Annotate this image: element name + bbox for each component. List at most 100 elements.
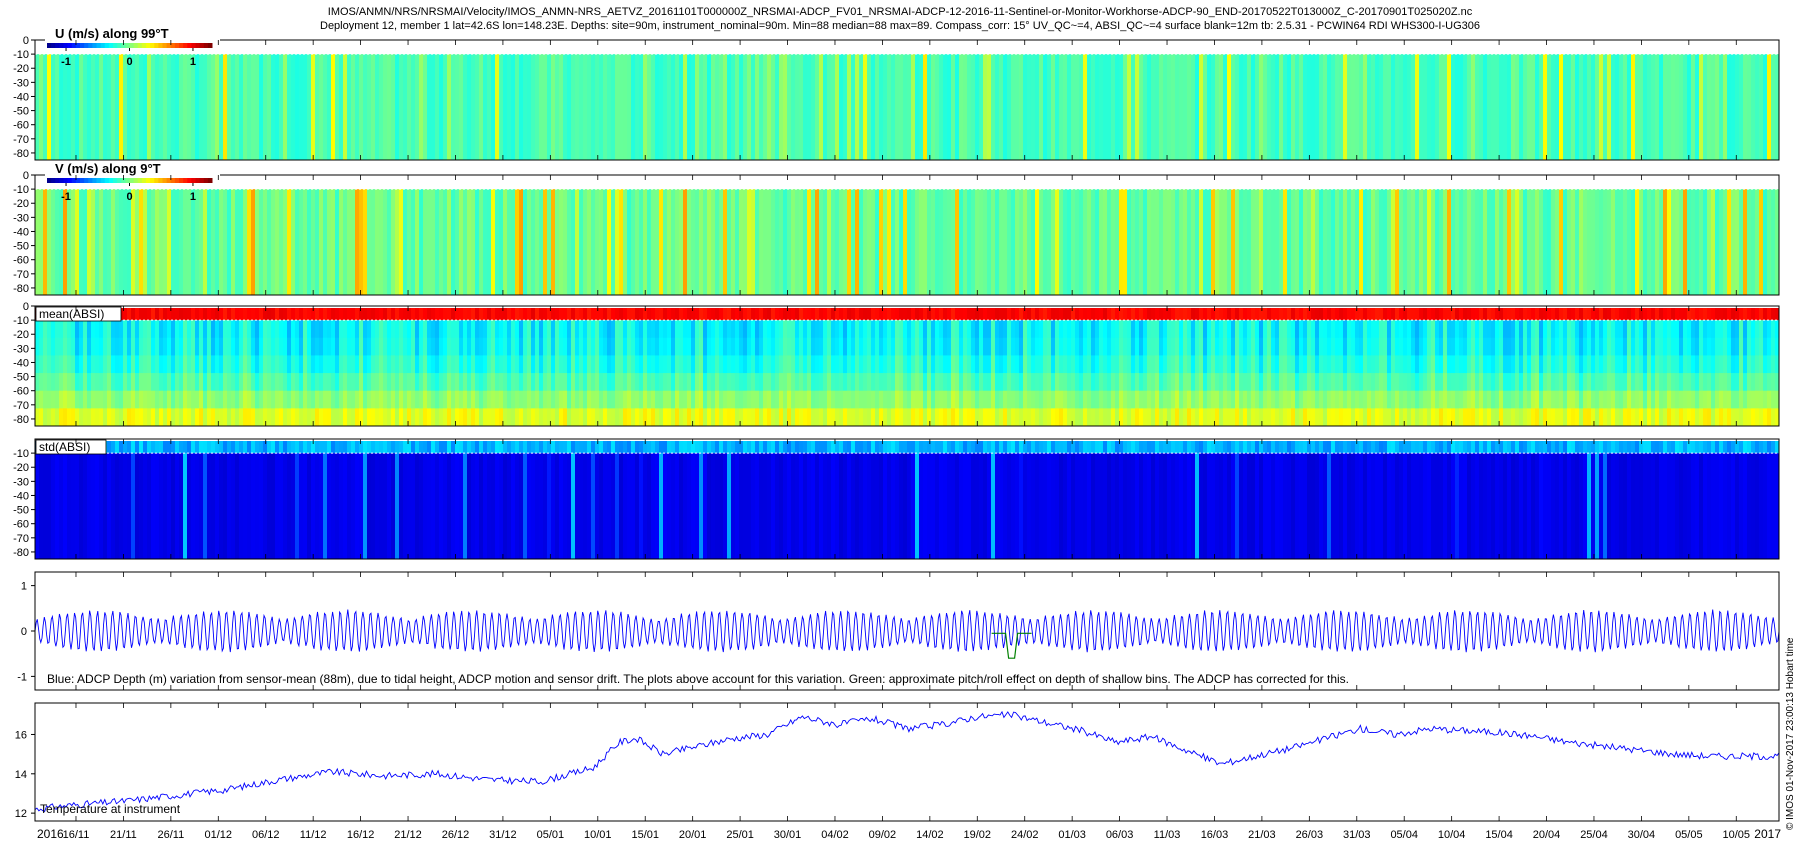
heat-cell xyxy=(1503,373,1508,392)
heat-cell xyxy=(1547,54,1552,160)
heat-cell xyxy=(1695,355,1700,374)
heat-cell xyxy=(511,189,516,295)
heat-cell xyxy=(99,453,104,559)
heat-cell xyxy=(1571,320,1576,339)
heat-cell xyxy=(703,54,708,160)
heat-cell xyxy=(1191,54,1196,160)
heat-cell xyxy=(1451,308,1456,321)
heat-cell xyxy=(1619,189,1624,295)
heat-cell xyxy=(1255,453,1260,559)
heat-cell xyxy=(623,373,628,392)
heat-cell xyxy=(99,189,104,295)
heat-cell xyxy=(879,373,884,392)
heat-cell xyxy=(1511,308,1516,321)
heat-cell xyxy=(1571,189,1576,295)
heat-cell xyxy=(927,453,932,559)
heat-cell xyxy=(143,54,148,160)
heat-cell xyxy=(143,320,148,339)
heat-cell xyxy=(763,189,768,295)
heat-cell xyxy=(1083,308,1088,321)
heat-cell xyxy=(939,453,944,559)
heat-cell xyxy=(1367,355,1372,374)
heat-cell xyxy=(327,308,332,321)
heat-cell xyxy=(1199,453,1204,559)
heat-cell xyxy=(343,54,348,160)
heat-cell xyxy=(383,390,388,409)
heat-cell xyxy=(779,408,784,427)
heat-cell xyxy=(891,320,896,339)
heat-cell xyxy=(295,373,300,392)
heat-cell xyxy=(651,189,656,295)
heat-cell xyxy=(643,408,648,427)
y-tick-label: -30 xyxy=(13,212,29,224)
heat-cell xyxy=(395,373,400,392)
heat-cell xyxy=(787,355,792,374)
heat-cell xyxy=(1271,320,1276,339)
heat-cell xyxy=(583,441,588,454)
heat-cell xyxy=(455,453,460,559)
heat-cell xyxy=(1387,308,1392,321)
heat-cell xyxy=(111,453,116,559)
heat-cell xyxy=(1367,373,1372,392)
heat-cell xyxy=(1167,373,1172,392)
heat-cell xyxy=(1171,390,1176,409)
heat-cell xyxy=(259,355,264,374)
heat-cell xyxy=(1727,373,1732,392)
heat-cell xyxy=(1271,308,1276,321)
heat-cell xyxy=(223,189,228,295)
heat-cell xyxy=(1183,355,1188,374)
heat-cell xyxy=(63,453,68,559)
heat-cell xyxy=(1559,189,1564,295)
heat-cell xyxy=(115,453,120,559)
heat-cell xyxy=(1091,337,1096,356)
heat-cell xyxy=(1151,189,1156,295)
heat-cell xyxy=(375,355,380,374)
heat-cell xyxy=(883,441,888,454)
heat-cell xyxy=(867,453,872,559)
heat-cell xyxy=(1627,373,1632,392)
heat-cell xyxy=(1375,408,1380,427)
heat-cell xyxy=(1275,189,1280,295)
heat-cell xyxy=(499,408,504,427)
heat-cell xyxy=(979,373,984,392)
heat-cell xyxy=(323,441,328,454)
heat-cell xyxy=(851,408,856,427)
heat-cell xyxy=(563,390,568,409)
heat-cell xyxy=(115,390,120,409)
heat-cell xyxy=(1255,373,1260,392)
heat-cell xyxy=(1071,54,1076,160)
heat-cell xyxy=(223,390,228,409)
heat-cell xyxy=(1315,408,1320,427)
heat-cell xyxy=(775,320,780,339)
heat-cell xyxy=(539,355,544,374)
heat-cell xyxy=(275,337,280,356)
heat-cell xyxy=(899,408,904,427)
heat-cell xyxy=(567,337,572,356)
heat-cell xyxy=(939,355,944,374)
heat-cell xyxy=(599,308,604,321)
heat-cell xyxy=(1083,355,1088,374)
heat-cell xyxy=(1035,320,1040,339)
heat-cell xyxy=(679,189,684,295)
heat-cell xyxy=(459,453,464,559)
heat-cell xyxy=(683,390,688,409)
heat-cell xyxy=(1607,54,1612,160)
heat-cell xyxy=(695,308,700,321)
heat-cell xyxy=(1347,355,1352,374)
heat-cell xyxy=(967,337,972,356)
heat-cell xyxy=(1287,355,1292,374)
heat-cell xyxy=(1191,320,1196,339)
heat-cell xyxy=(1651,54,1656,160)
heat-cell xyxy=(815,441,820,454)
heat-cell xyxy=(1735,408,1740,427)
heat-cell xyxy=(263,308,268,321)
heat-cell xyxy=(919,337,924,356)
heat-cell xyxy=(1235,408,1240,427)
heat-cell xyxy=(347,355,352,374)
heat-cell xyxy=(1063,355,1068,374)
heat-cell xyxy=(391,390,396,409)
heat-cell xyxy=(599,320,604,339)
heat-cell xyxy=(999,308,1004,321)
heat-cell xyxy=(1519,390,1524,409)
heat-cell xyxy=(1291,189,1296,295)
